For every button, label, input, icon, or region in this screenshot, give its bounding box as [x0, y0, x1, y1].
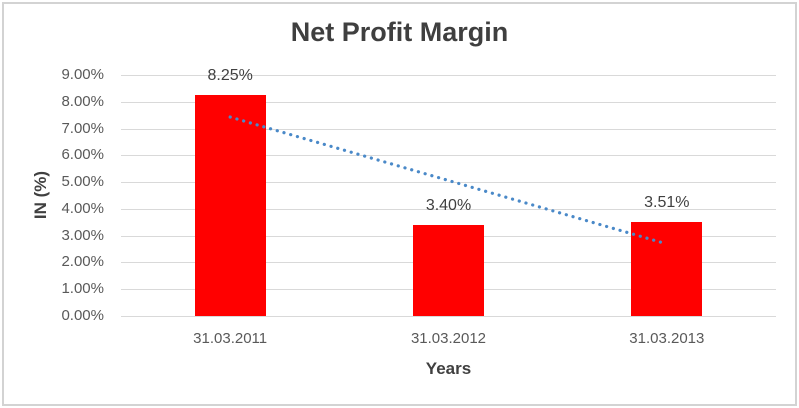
y-tick-label: 3.00%: [61, 226, 104, 244]
y-tick-label: 0.00%: [61, 307, 104, 324]
y-tick-label: 8.00%: [61, 92, 104, 110]
plot-area: [121, 75, 776, 317]
trendline: [228, 115, 669, 246]
x-axis-title: Years: [425, 359, 472, 378]
y-axis-title: IN (%): [31, 170, 50, 220]
y-tick-label: 1.00%: [61, 280, 104, 298]
gridline: [121, 316, 776, 317]
gridline: [121, 75, 776, 76]
gridline: [121, 128, 776, 130]
gridline: [121, 155, 776, 157]
gridline: [121, 101, 776, 103]
y-tick-label: 5.00%: [61, 173, 104, 191]
y-tick-label: 6.00%: [61, 146, 104, 164]
bar-31.03.2013: [631, 222, 703, 316]
bar-31.03.2012: [413, 224, 484, 316]
gridline: [121, 182, 776, 184]
bar-data-label: 3.40%: [425, 196, 472, 214]
y-tick-label: 7.00%: [61, 119, 104, 137]
x-tick-label: 31.03.2012: [410, 330, 487, 347]
y-tick-label: 9.00%: [61, 66, 104, 83]
bar-data-label: 8.25%: [207, 67, 253, 85]
x-tick-label: 31.03.2013: [629, 330, 705, 347]
y-tick-label: 2.00%: [61, 253, 104, 271]
trendline-dotted-line: [228, 115, 669, 246]
bar-31.03.2011: [194, 95, 266, 316]
bar-data-label: 3.51%: [644, 194, 690, 211]
x-tick-label: 31.03.2011: [193, 330, 268, 347]
gridline: [121, 208, 776, 210]
chart-title: Net Profit Margin: [290, 17, 509, 47]
y-tick-label: 4.00%: [61, 199, 104, 217]
